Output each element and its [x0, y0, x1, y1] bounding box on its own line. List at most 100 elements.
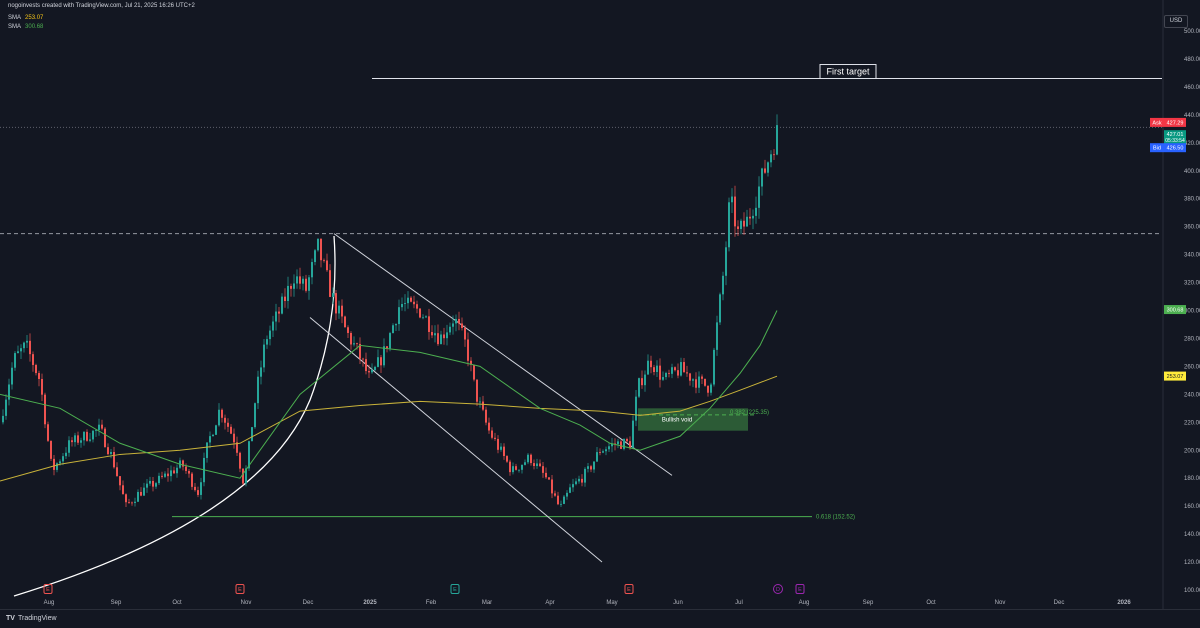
candle-body — [341, 305, 343, 317]
candle-body — [665, 372, 667, 378]
candle-body — [542, 466, 544, 473]
candle-body — [386, 346, 388, 349]
candle-body — [662, 377, 664, 380]
candle-body — [371, 370, 373, 373]
price-tick-label: 280.00 — [1184, 336, 1200, 342]
candle-body — [110, 451, 112, 455]
candle-body — [257, 376, 259, 404]
candle-body — [719, 294, 721, 323]
bullish-void-zone[interactable] — [638, 408, 748, 431]
candle-body — [713, 349, 715, 385]
candle-body — [632, 420, 634, 448]
candle-body — [395, 324, 397, 326]
candle-body — [260, 367, 262, 377]
candle-body — [251, 427, 253, 442]
candle-body — [467, 339, 469, 361]
first-target-label-box — [819, 64, 877, 80]
candle-body — [530, 454, 532, 464]
candle-body — [434, 333, 436, 336]
candle-body — [485, 409, 487, 423]
candle-body — [308, 277, 310, 291]
time-tick-label: Dec — [303, 600, 314, 606]
candle-body — [356, 343, 358, 345]
candle-body — [305, 278, 307, 291]
candle-body — [545, 472, 547, 478]
candle-body — [611, 443, 613, 447]
candle-body — [119, 476, 121, 486]
price-axis[interactable]: 100.00 120.00 140.00 160.00 180.00 200.00 220.… — [1162, 0, 1200, 609]
bid-tag-label: Bid — [1153, 146, 1161, 152]
candle-body — [287, 285, 289, 302]
candle-body — [476, 379, 478, 402]
candle-body — [101, 424, 103, 429]
candle-body — [680, 362, 682, 376]
earnings-marker[interactable] — [795, 584, 805, 594]
candle-body — [743, 220, 745, 227]
candle-body — [401, 304, 403, 308]
earnings-marker[interactable] — [43, 584, 53, 594]
candle-body — [512, 466, 514, 473]
fib-level-label: 0.382 (225.35) — [730, 410, 769, 416]
candle-body — [644, 374, 646, 386]
earnings-marker[interactable] — [450, 584, 460, 594]
price-tick-label: 400.00 — [1184, 169, 1200, 175]
candle-body — [527, 454, 529, 463]
candle-body — [161, 475, 163, 477]
candle-body — [764, 168, 766, 173]
candle-body — [587, 466, 589, 469]
candle-body — [407, 297, 409, 304]
candle-body — [539, 463, 541, 467]
dividend-marker[interactable] — [773, 584, 783, 594]
candle-body — [725, 247, 727, 276]
candle-body — [683, 362, 685, 373]
sma-short-line — [0, 375, 778, 482]
candle-body — [383, 346, 385, 366]
time-tick-label: Sep — [111, 600, 122, 606]
candle-body — [569, 487, 571, 493]
candle-body — [170, 470, 172, 477]
candle-body — [380, 357, 382, 366]
ask-tag-value: 427.29 — [1167, 120, 1184, 126]
legend-sma-long-label: SMA — [8, 24, 22, 30]
price-tick-label: 360.00 — [1184, 225, 1200, 231]
event-marker-label: E — [238, 587, 242, 593]
candle-body — [416, 304, 418, 309]
candle-body — [629, 441, 631, 448]
candle-body — [113, 451, 115, 468]
candle-body — [206, 442, 208, 458]
price-chart[interactable]: 100.00 120.00 140.00 160.00 180.00 200.00 220.… — [0, 0, 1200, 609]
currency-button[interactable]: USD — [1164, 15, 1188, 28]
candle-body — [185, 466, 187, 471]
candle-body — [566, 492, 568, 497]
candle-body — [491, 430, 493, 438]
candle-body — [152, 480, 154, 487]
candle-body — [686, 372, 688, 374]
trend-line[interactable] — [333, 233, 673, 476]
time-axis[interactable]: Aug Sep Oct Nov Dec 2025 Feb Mar Apr May Jun Jul Aug… — [44, 600, 1132, 606]
candle-body — [716, 322, 718, 350]
candle-body — [452, 323, 454, 327]
candle-body — [641, 378, 643, 386]
bullish-void-label: Bullish void — [662, 418, 692, 424]
candle-body — [332, 293, 334, 297]
price-tick-label: 100.00 — [1184, 588, 1200, 594]
trend-line[interactable] — [309, 317, 603, 563]
candle-body — [584, 468, 586, 483]
candle-body — [248, 441, 250, 469]
candle-body — [560, 503, 562, 505]
candle-body — [314, 250, 316, 263]
candle-body — [164, 473, 166, 477]
candle-body — [737, 226, 739, 229]
candle-body — [458, 318, 460, 324]
candle-body — [68, 440, 70, 453]
legend-sma-short[interactable]: SMA 253.07 — [8, 15, 43, 21]
time-tick-label: 2025 — [363, 600, 377, 606]
candle-body — [623, 438, 625, 449]
candle-body — [35, 364, 37, 374]
candle-body — [659, 365, 661, 380]
legend-sma-long[interactable]: SMA 300.68 — [8, 24, 43, 30]
earnings-marker[interactable] — [624, 584, 634, 594]
earnings-marker[interactable] — [235, 584, 245, 594]
